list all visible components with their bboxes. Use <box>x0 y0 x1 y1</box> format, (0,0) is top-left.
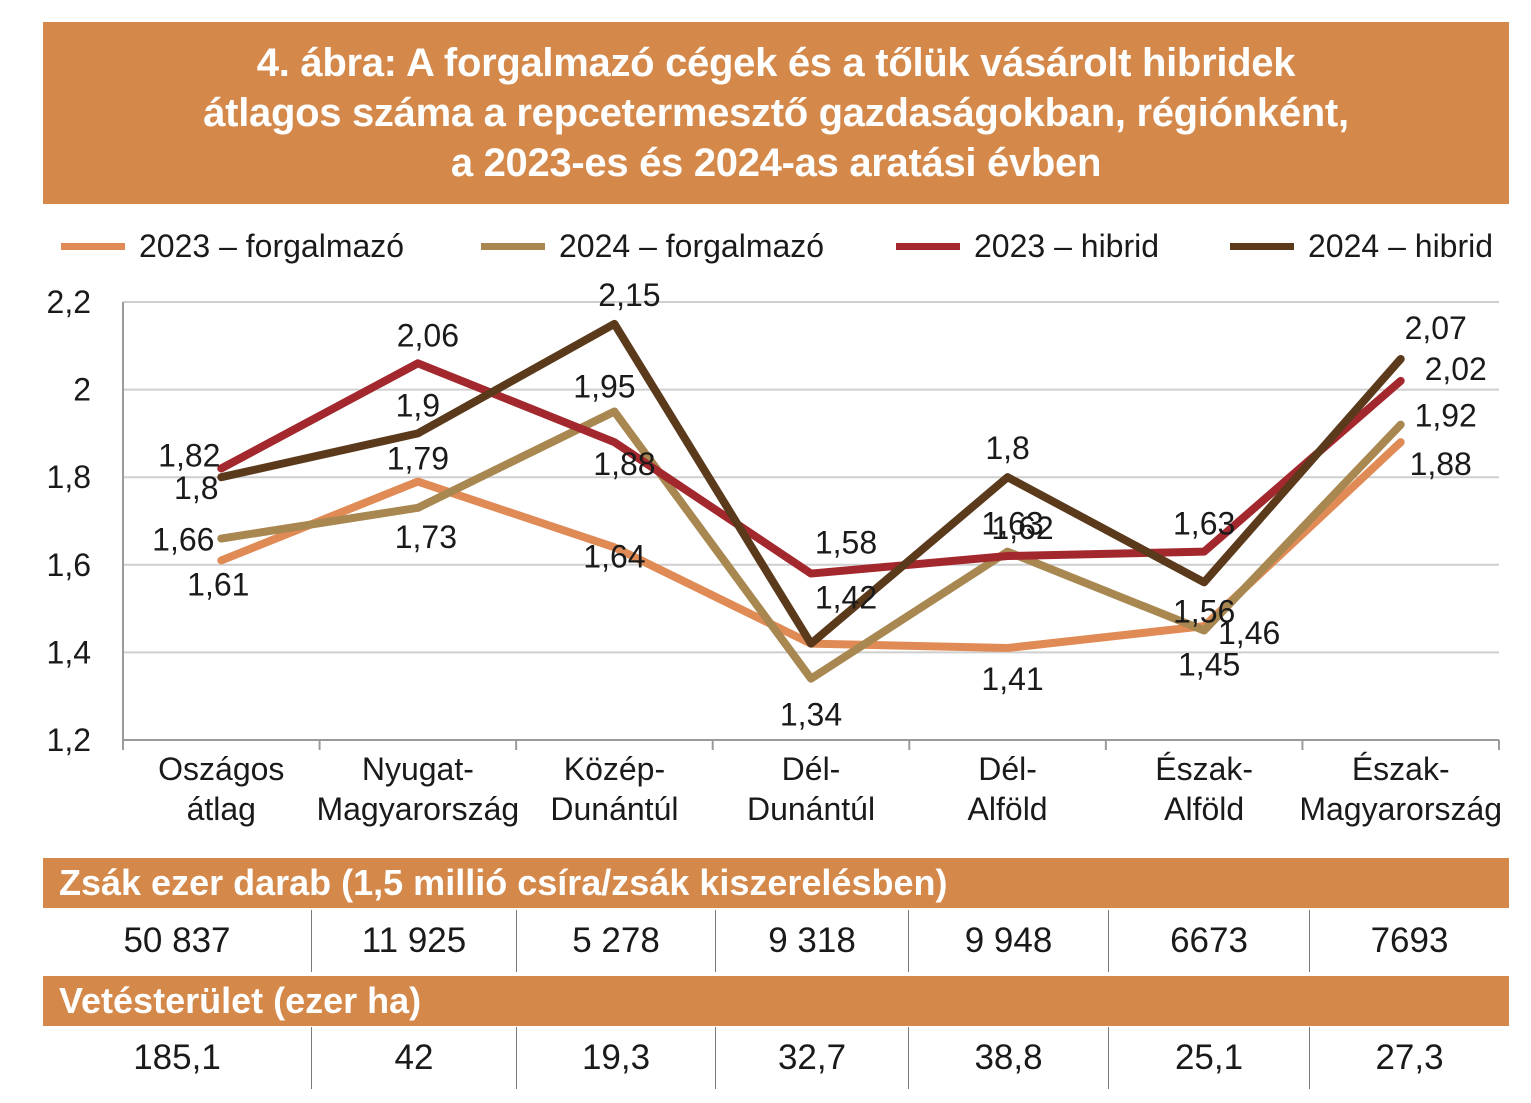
x-tick-label: Dél- <box>782 751 841 787</box>
sacks-row: 50 837 11 925 5 278 9 318 9 948 6673 769… <box>43 910 1509 972</box>
data-label: 1,66 <box>152 522 214 558</box>
title-line-3: a 2023-es és 2024-as aratási évben <box>450 141 1102 185</box>
sacks-cell: 9 318 <box>716 910 909 972</box>
data-label: 1,63 <box>981 506 1043 542</box>
data-label: 1,62 <box>991 510 1053 546</box>
data-label: 1,58 <box>815 525 877 561</box>
data-label: 1,64 <box>583 538 645 574</box>
legend-swatch <box>481 242 545 250</box>
sacks-cell: 7693 <box>1370 921 1449 960</box>
y-tick-label: 2,2 <box>47 284 91 320</box>
legend-swatch <box>1230 242 1294 250</box>
legend-label: 2024 – hibrid <box>1308 227 1494 264</box>
data-label: 2,02 <box>1425 351 1487 387</box>
data-label: 1,61 <box>187 566 249 602</box>
sacks-cell: 11 925 <box>312 910 517 972</box>
data-label: 1,8 <box>985 430 1029 466</box>
area-row: 185,1 42 19,3 32,7 38,8 25,1 27,3 <box>43 1027 1509 1089</box>
x-tick-label: Dunántúl <box>747 791 875 827</box>
data-label: 2,15 <box>598 277 660 313</box>
data-label: 1,82 <box>158 437 220 473</box>
x-tick-label: Alföld <box>1164 791 1244 827</box>
data-label: 2,06 <box>397 317 459 353</box>
data-label: 1,88 <box>1410 446 1472 482</box>
x-tick-label: Észak- <box>1352 751 1450 787</box>
data-label: 1,63 <box>1173 506 1235 542</box>
y-tick-label: 1,4 <box>47 634 91 670</box>
x-tick-label: Oszágos <box>158 751 284 787</box>
y-tick-label: 1,2 <box>47 722 91 758</box>
x-tick-label: Észak- <box>1155 751 1253 787</box>
sacks-cell: 5 278 <box>517 910 716 972</box>
area-cell: 32,7 <box>716 1027 909 1089</box>
legend-label: 2023 – forgalmazó <box>139 227 405 264</box>
title-line-2: átlagos száma a repcetermesztő gazdaságo… <box>203 91 1349 135</box>
x-tick-label: Dél- <box>978 751 1037 787</box>
x-tick-label: átlag <box>187 791 256 827</box>
legend-label: 2023 – hibrid <box>974 227 1160 264</box>
series-line <box>217 407 1405 683</box>
sacks-cell: 9 948 <box>909 910 1109 972</box>
y-tick-label: 2 <box>73 372 91 408</box>
legend-item-2024-forgalmazo: 2024 – forgalmazó <box>481 222 824 270</box>
line-chart: 1,21,41,61,822,2OszágosátlagNyugat-Magya… <box>47 277 1503 827</box>
series-line <box>217 319 1405 648</box>
chart-title: 4. ábra: A forgalmazó cégek és a tőlük v… <box>43 22 1509 204</box>
data-label: 1,8 <box>174 470 218 506</box>
data-label: 1,88 <box>593 446 655 482</box>
data-label: 1,42 <box>815 580 877 616</box>
area-cell: 27,3 <box>1375 1038 1444 1077</box>
chart-legend: 2023 – forgalmazó 2024 – forgalmazó 2023… <box>43 222 1509 270</box>
data-label: 1,34 <box>780 697 842 733</box>
legend-item-2023-hibrid: 2023 – hibrid <box>896 222 1159 270</box>
data-label: 1,73 <box>395 519 457 555</box>
sacks-header: Zsák ezer darab (1,5 millió csíra/zsák k… <box>43 858 1509 908</box>
data-label: 1,41 <box>981 661 1043 697</box>
area-cell: 42 <box>312 1027 517 1089</box>
area-cell: 19,3 <box>517 1027 716 1089</box>
area-cell: 25,1 <box>1109 1027 1310 1089</box>
x-tick-label: Közép- <box>564 751 665 787</box>
x-tick-label: Alföld <box>968 791 1048 827</box>
data-label: 1,46 <box>1218 615 1280 651</box>
area-header: Vetésterület (ezer ha) <box>43 976 1509 1026</box>
y-tick-label: 1,8 <box>47 459 91 495</box>
legend-label: 2024 – forgalmazó <box>559 227 825 264</box>
area-cell: 38,8 <box>909 1027 1109 1089</box>
data-label: 1,56 <box>1173 593 1235 629</box>
sacks-cell: 50 837 <box>43 910 312 972</box>
x-tick-label: Magyarország <box>1299 791 1502 827</box>
x-tick-label: Magyarország <box>316 791 519 827</box>
sacks-cell: 6673 <box>1109 910 1310 972</box>
legend-item-2024-hibrid: 2024 – hibrid <box>1230 222 1493 270</box>
legend-swatch <box>61 242 125 250</box>
data-label: 1,95 <box>573 369 635 405</box>
x-tick-label: Nyugat- <box>362 751 474 787</box>
data-label: 1,45 <box>1178 647 1240 683</box>
x-tick-label: Dunántúl <box>550 791 678 827</box>
legend-swatch <box>896 242 960 250</box>
data-label: 1,79 <box>387 441 449 477</box>
data-label: 2,07 <box>1405 310 1467 346</box>
y-tick-label: 1,6 <box>47 547 91 583</box>
series-line <box>217 359 1405 578</box>
title-line-1: 4. ábra: A forgalmazó cégek és a tőlük v… <box>256 41 1296 85</box>
area-cell: 185,1 <box>43 1027 312 1089</box>
legend-item-2023-forgalmazo: 2023 – forgalmazó <box>61 222 404 270</box>
data-label: 1,9 <box>396 387 440 423</box>
data-label: 1,92 <box>1415 398 1477 434</box>
